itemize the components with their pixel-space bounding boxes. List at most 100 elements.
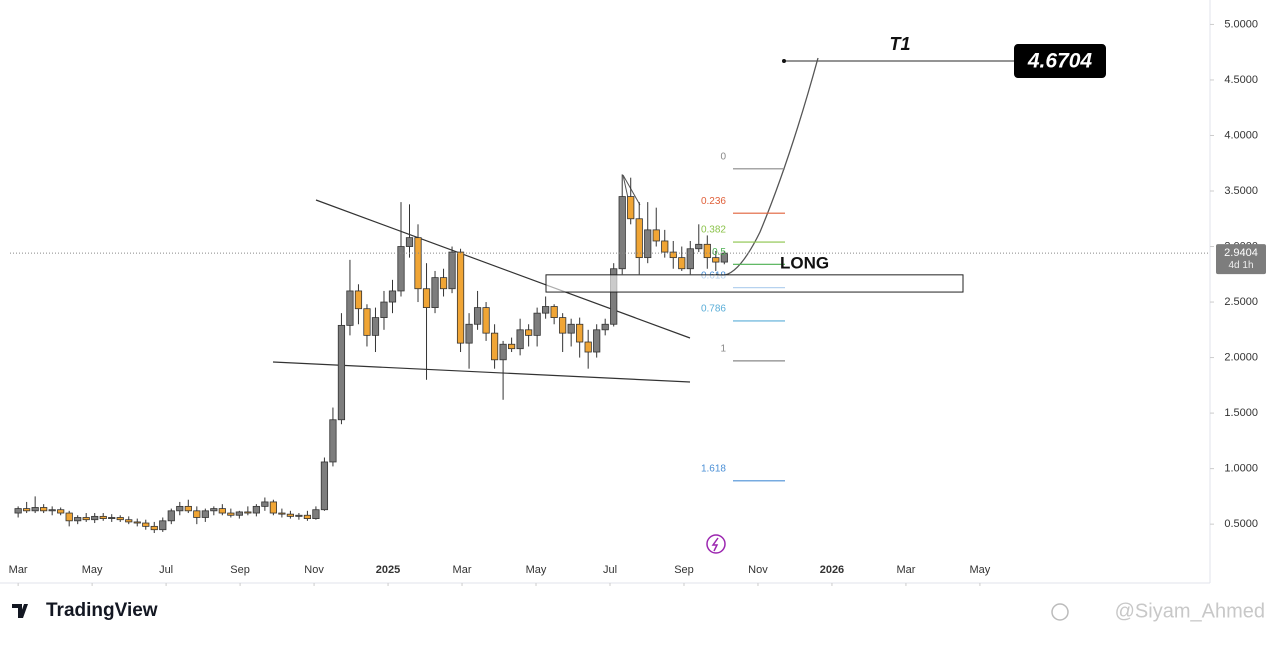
candle-body [278,512,286,515]
candle-body [703,243,711,259]
candle-body [23,508,31,512]
candle-body [473,307,482,325]
candle-body [584,341,592,353]
candle-body [593,329,601,353]
y-tick-label: 3.5000 [1224,185,1258,197]
candle-body [397,246,405,292]
candle-body [133,521,141,524]
candle-body [414,237,422,290]
y-tick-label: 1.0000 [1224,463,1258,475]
candle-body [482,307,490,334]
long-label: LONG [780,253,829,272]
x-tick-label: Mar [9,564,28,576]
long-zone [545,274,964,293]
candle-body [533,312,541,336]
candle-body [142,522,150,527]
candle-body [712,257,720,263]
candle-body [91,515,99,521]
x-tick-label: May [526,564,547,576]
candle-body [184,505,192,512]
candle-body [320,461,329,511]
y-tick-label: 1.5000 [1224,407,1258,419]
candle-body [159,520,167,531]
candle-body [218,508,226,514]
candle-body [108,517,116,519]
candle-body [261,501,269,507]
y-tick-label: 4.5000 [1224,74,1258,86]
candle-body [439,277,448,290]
candle-body [65,512,73,522]
x-tick-label: Nov [304,564,324,576]
candle-body [644,229,652,259]
y-tick-label: 0.5000 [1224,518,1258,530]
candle-body [210,508,218,512]
candle-body [686,248,694,270]
candle-body [661,240,669,253]
x-tick-label: 2026 [820,564,844,576]
icon-bolt [711,537,719,552]
candle-body [337,324,346,421]
candle-body [116,517,124,521]
candle-body [448,251,456,290]
fib-label: 1 [720,344,726,355]
target-box [1014,44,1106,79]
x-tick-label: Jul [603,564,617,576]
fib-label: 0.786 [701,304,726,315]
candle-body [201,510,209,518]
candle-body [431,277,439,309]
candle-body [176,505,184,512]
x-tick-label: Mar [896,564,915,576]
candle-body [235,511,243,516]
curve-start [622,174,641,206]
candle-body [193,510,201,518]
candle-body [150,525,158,531]
x-tick-label: Sep [674,564,694,576]
candle-body [610,268,618,325]
candle-body [567,323,575,334]
last-price-box [1216,244,1266,275]
y-tick-label: 4.0000 [1224,129,1258,141]
candle-body [329,419,337,463]
fib-label: 1.618 [701,463,726,474]
candle-body [559,317,567,334]
candle-body [82,517,90,521]
candle-body [525,329,533,336]
brand-name: TradingView [46,600,158,621]
candle-body [371,317,380,336]
x-tick-label: Sep [230,564,250,576]
candle-body [422,288,431,309]
x-tick-label: 2025 [376,564,400,576]
candle-body [363,308,371,336]
candle-body [405,237,414,247]
candle-body [516,329,524,350]
candle-body [14,508,22,514]
candle-body [465,323,473,344]
fib-label: 0 [720,151,726,162]
icon-ring [706,534,726,554]
candle-body [48,509,56,512]
candle-body [635,218,643,259]
target-dot [782,59,786,64]
candle-body [652,229,660,242]
x-tick-label: Jul [159,564,173,576]
candle-body [40,507,48,512]
candle-body [167,510,175,522]
y-tick-label: 2.0000 [1224,351,1258,363]
candle-body [669,251,677,259]
x-tick-label: Nov [748,564,768,576]
candle-body [678,257,686,270]
candle-body [354,290,363,310]
candle-body [252,505,260,514]
candle-body [490,332,499,361]
candle-body [601,323,609,331]
candle-body [499,343,507,361]
candle-body [508,343,516,350]
candle-body [388,290,397,303]
candle-body [269,501,277,514]
candle-body [31,507,39,512]
candle-body [57,509,65,514]
candle-body [618,196,626,270]
watermark-text: @Siyam_Ahmed [1115,600,1265,622]
x-tick-label: May [82,564,103,576]
candle-body [380,301,388,318]
